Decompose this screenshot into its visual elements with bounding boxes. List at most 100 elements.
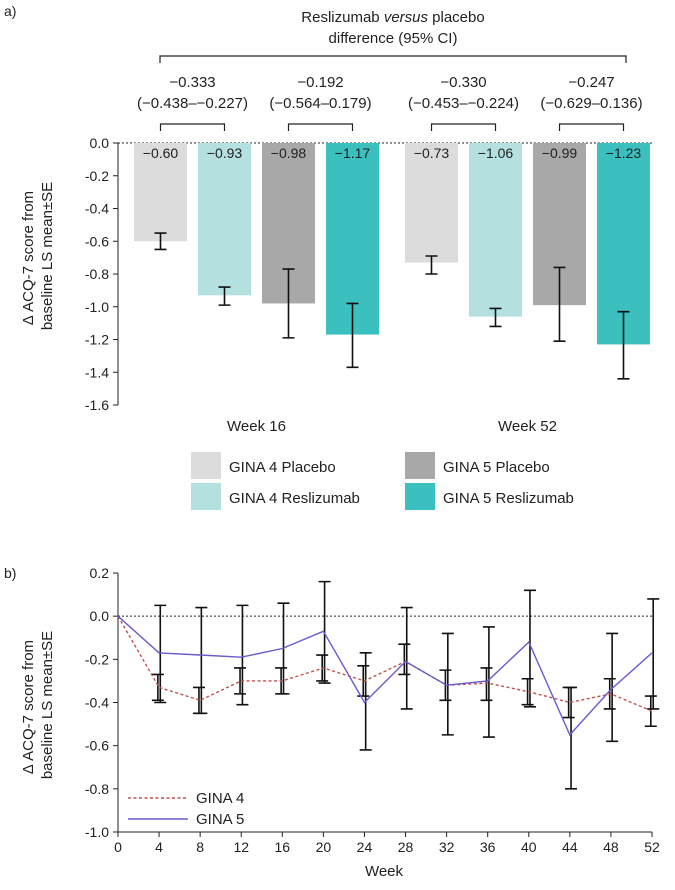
y-tick-label-a: -1.2 xyxy=(85,332,109,348)
x-tick-label-b: 8 xyxy=(196,839,204,855)
x-tick-label-b: 4 xyxy=(155,839,163,855)
bar xyxy=(198,143,251,296)
y-tick-label-b: -0.8 xyxy=(85,781,109,797)
y-tick-label-b: 0.2 xyxy=(90,565,110,581)
legend-label: GINA 4 Reslizumab xyxy=(229,490,360,507)
x-tick-label-b: 24 xyxy=(357,839,373,855)
difference-bracket xyxy=(430,123,497,131)
y-tick-label-a: -1.0 xyxy=(85,299,109,315)
y-tick-label-a: -0.8 xyxy=(85,266,109,282)
category-label: Week 52 xyxy=(498,418,557,435)
y-tick-label-b: -1.0 xyxy=(85,824,109,840)
y-tick-label-a: -0.4 xyxy=(85,201,109,217)
error-bar xyxy=(425,255,438,275)
error-bar xyxy=(647,598,660,710)
legend-label: GINA 5 xyxy=(196,811,244,828)
error-bar xyxy=(606,632,619,743)
difference-ci: (−0.438–−0.227) xyxy=(137,95,248,112)
difference-ci: (−0.629–0.136) xyxy=(540,95,642,112)
bar xyxy=(134,143,187,242)
error-bar xyxy=(218,286,231,306)
x-tick-label-b: 20 xyxy=(316,839,332,855)
error-bar xyxy=(521,677,534,706)
y-tick-label-a: -0.6 xyxy=(85,233,109,249)
y-tick-label-a: -1.4 xyxy=(85,364,109,380)
error-bar xyxy=(346,302,359,369)
legend-swatch xyxy=(191,483,221,510)
y-tick-label-b: -0.6 xyxy=(85,738,109,754)
error-bar xyxy=(236,604,249,706)
error-bar xyxy=(154,604,167,704)
y-tick-label-a: -1.6 xyxy=(85,397,109,413)
error-bar xyxy=(482,626,495,738)
error-bar xyxy=(617,310,630,380)
error-bar xyxy=(151,673,164,702)
error-bar xyxy=(565,686,578,790)
panel-a-label: a) xyxy=(4,3,16,19)
panel-b-label: b) xyxy=(4,565,16,581)
panel-b: b) 0.20.0-0.2-0.4-0.6-0.8-1.00 4 8 12 16 20 24… xyxy=(4,565,660,880)
bar-value-label: −0.99 xyxy=(542,145,578,161)
bar-value-label: −0.93 xyxy=(207,145,243,161)
category-label: Week 16 xyxy=(227,418,286,435)
bar-value-label: −0.60 xyxy=(143,145,179,161)
y-axis-label-a: Δ ACQ-7 score from baseline LS mean±SE xyxy=(20,182,56,330)
x-tick-label-b: 0 xyxy=(114,839,122,855)
y-tick-label-b: -0.2 xyxy=(85,651,109,667)
header-subtitle: difference (95% CI) xyxy=(329,30,458,47)
bar xyxy=(469,143,522,317)
header-bracket xyxy=(159,55,627,63)
difference-bracket xyxy=(558,123,625,131)
error-bar xyxy=(400,606,413,710)
y-tick-label-a: 0.0 xyxy=(90,135,110,151)
legend-label: GINA 5 Placebo xyxy=(443,459,550,476)
x-tick-label-b: 28 xyxy=(398,839,414,855)
x-tick-label-b: 16 xyxy=(275,839,291,855)
difference-value: −0.192 xyxy=(297,74,343,91)
bar xyxy=(597,143,650,345)
x-tick-label-b: 52 xyxy=(644,839,660,855)
error-bar xyxy=(154,232,167,251)
difference-value: −0.330 xyxy=(440,74,486,91)
error-bar xyxy=(195,606,208,715)
difference-value: −0.333 xyxy=(169,74,215,91)
x-tick-label-b: 32 xyxy=(439,839,455,855)
legend-label: GINA 4 Placebo xyxy=(229,459,336,476)
bar-value-label: −1.17 xyxy=(335,145,371,161)
bar xyxy=(326,143,379,335)
x-tick-label-b: 36 xyxy=(480,839,496,855)
y-tick-label-a: -0.2 xyxy=(85,168,109,184)
legend-swatch xyxy=(405,452,435,479)
x-axis-label-b: Week xyxy=(365,863,404,880)
error-bar xyxy=(441,632,454,736)
error-bar xyxy=(523,589,536,708)
header-title: Reslizumab versus placebo xyxy=(301,9,484,26)
difference-value: −0.247 xyxy=(568,74,614,91)
series-line xyxy=(117,615,653,737)
error-bar xyxy=(489,307,502,328)
bar-value-label: −0.98 xyxy=(271,145,307,161)
error-bar xyxy=(282,268,295,339)
bar-value-label: −1.06 xyxy=(478,145,514,161)
x-tick-label-b: 48 xyxy=(603,839,619,855)
difference-ci: (−0.564–0.179) xyxy=(269,95,371,112)
bar-value-label: −1.23 xyxy=(606,145,642,161)
legend-label: GINA 5 Reslizumab xyxy=(443,490,574,507)
x-tick-label-b: 40 xyxy=(521,839,537,855)
error-bar xyxy=(553,266,566,342)
y-tick-label-b: 0.0 xyxy=(90,608,110,624)
difference-bracket xyxy=(287,123,354,131)
error-bar xyxy=(357,665,370,697)
x-tick-label-b: 44 xyxy=(562,839,578,855)
error-bar xyxy=(234,667,247,695)
panel-a: a) Reslizumab versus placebo difference … xyxy=(4,3,652,510)
legend-swatch xyxy=(191,452,221,479)
series-line xyxy=(117,615,653,712)
error-bar xyxy=(192,686,205,715)
y-axis-label-b: Δ ACQ-7 score from baseline LS mean±SE xyxy=(20,631,56,779)
bar xyxy=(405,143,458,263)
error-bar xyxy=(480,667,493,702)
bar-value-label: −0.73 xyxy=(414,145,450,161)
error-bar xyxy=(398,643,411,676)
